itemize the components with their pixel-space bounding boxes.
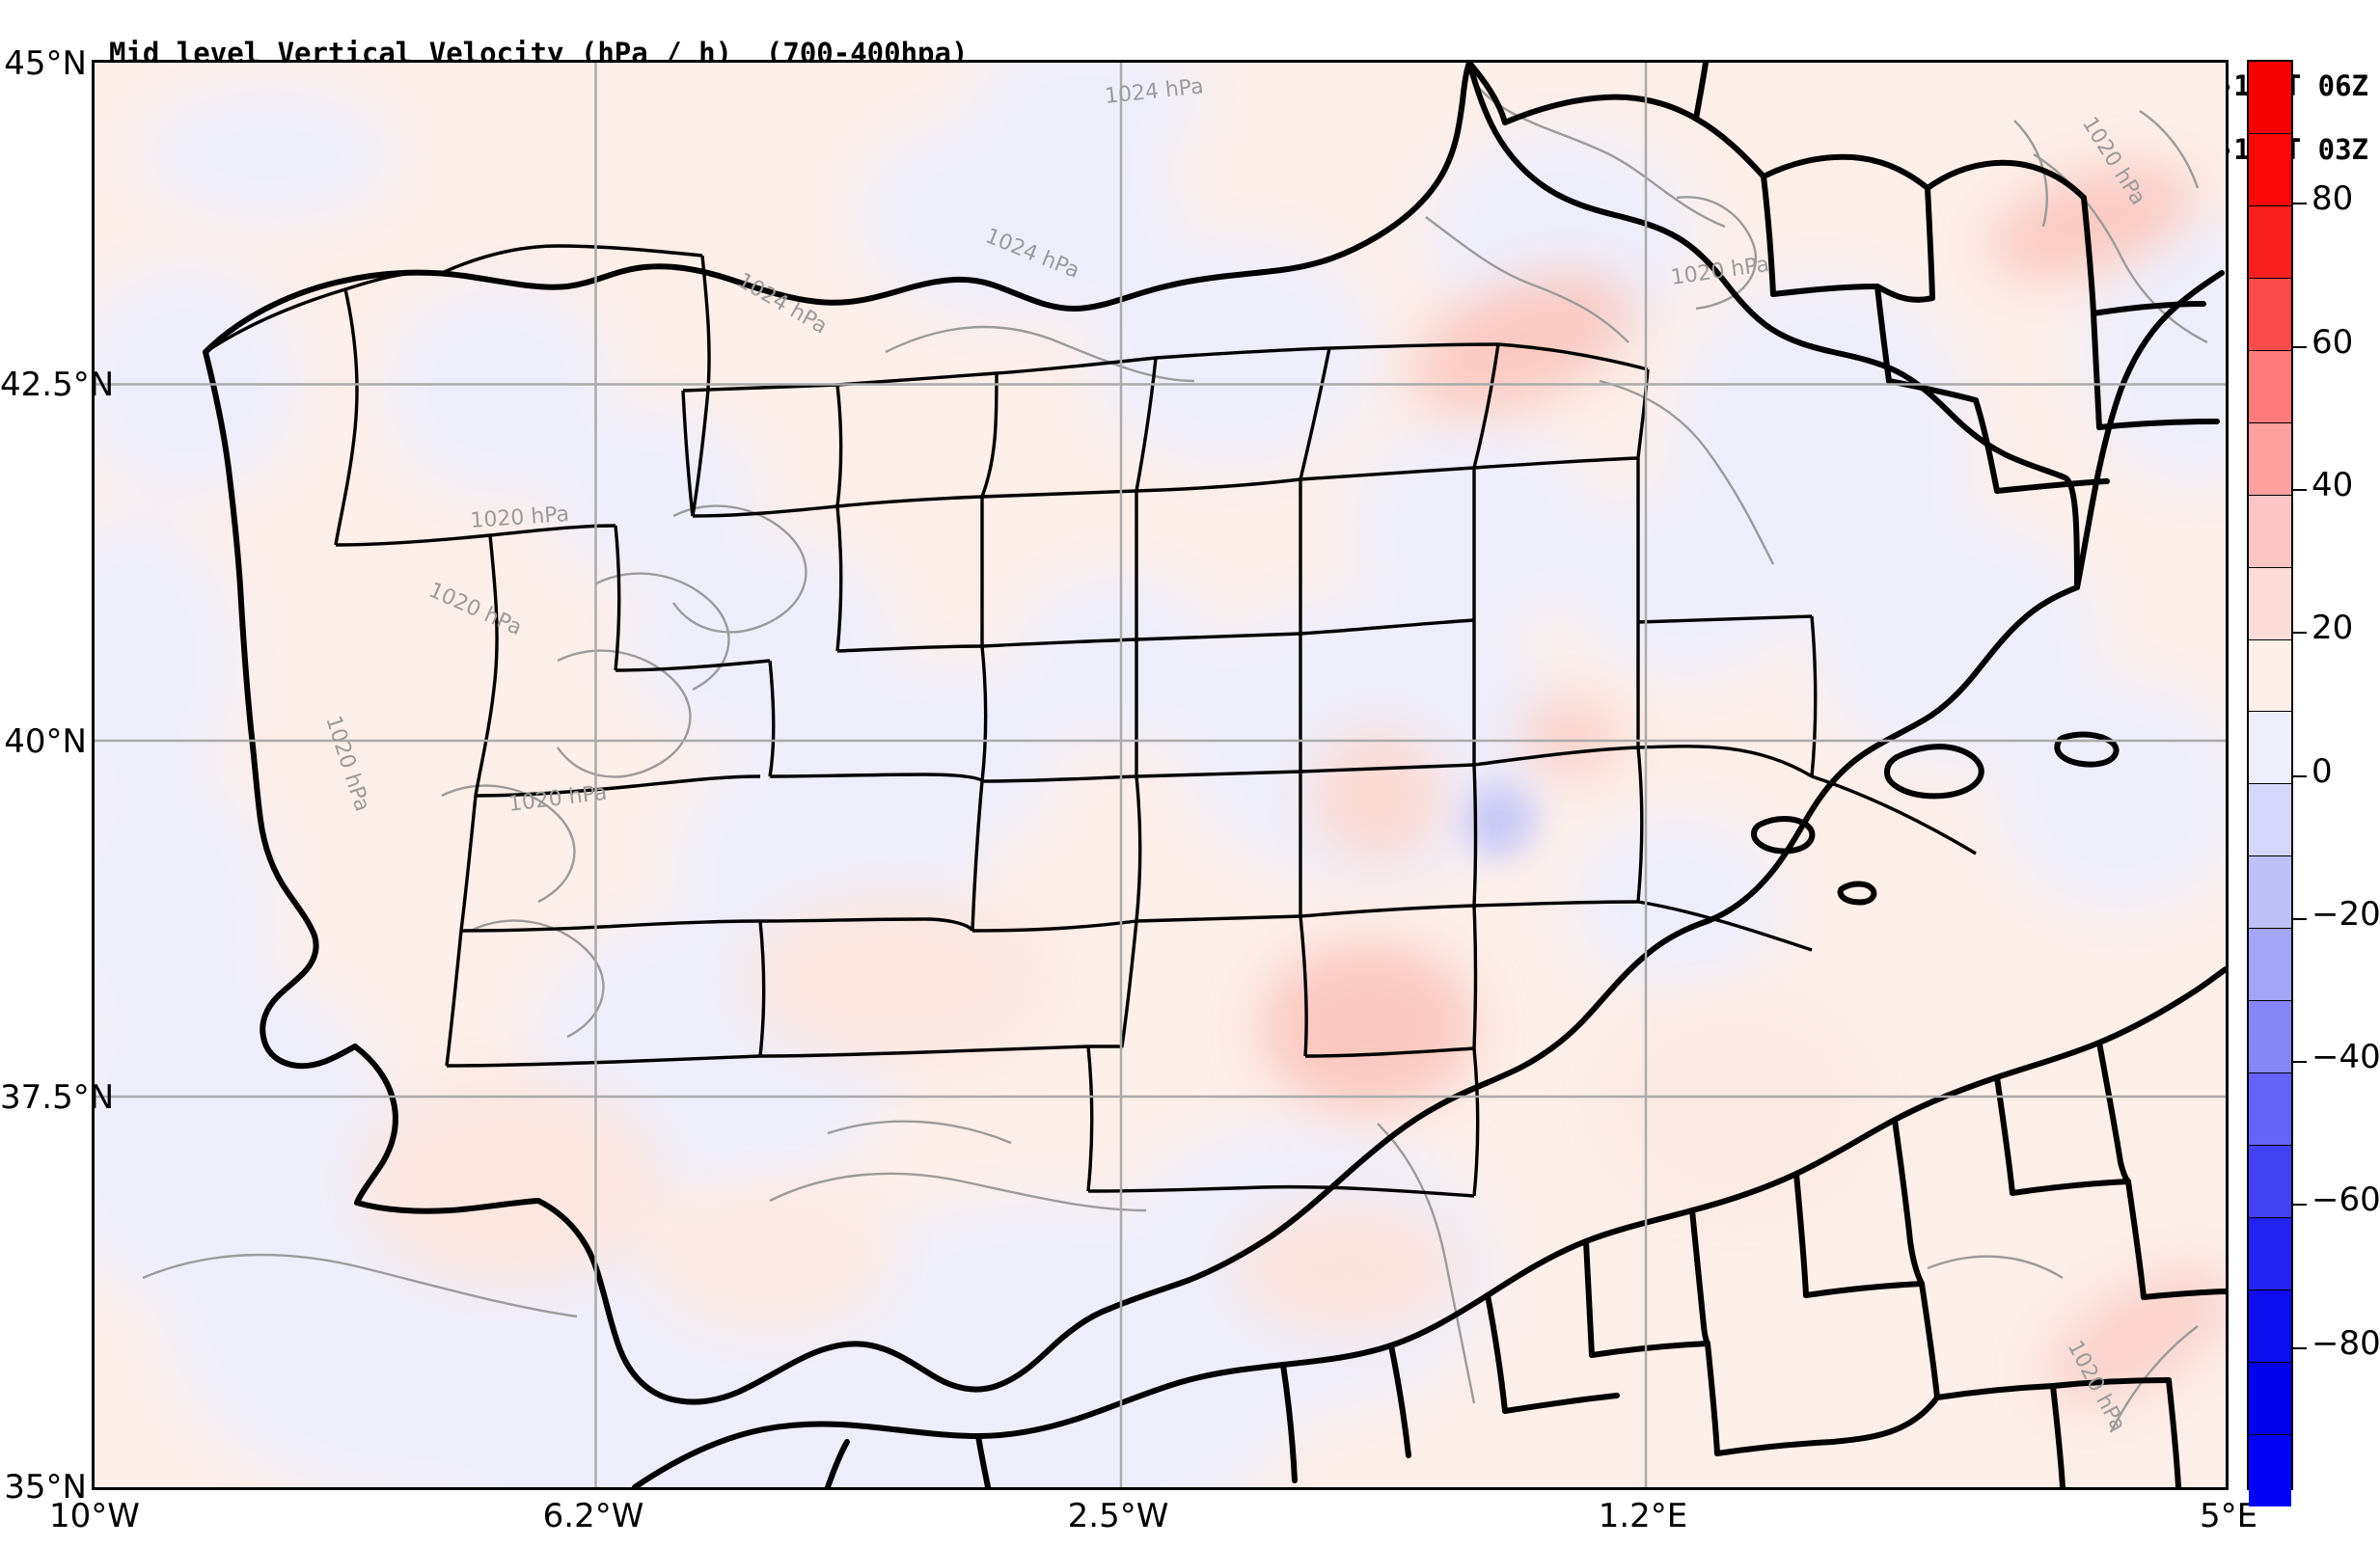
colorbar-segment — [2249, 277, 2291, 350]
colorbar-segment — [2249, 1433, 2291, 1506]
colorbar-tick — [2293, 488, 2307, 491]
colorbar-tick-label: −40 — [2312, 1038, 2380, 1077]
y-tick-label-45n: 45°N — [4, 44, 87, 83]
colorbar-segment — [2249, 132, 2291, 205]
y-tick-label-40n: 40°N — [4, 722, 87, 761]
colorbar-segment — [2249, 204, 2291, 278]
colorbar-tick-label: −80 — [2312, 1323, 2380, 1363]
map-gridlines — [95, 63, 2226, 1487]
colorbar-segment — [2249, 1145, 2291, 1217]
x-tick-label-2-5w: 2.5°W — [1067, 1497, 1169, 1535]
colorbar-tick — [2293, 774, 2307, 777]
colorbar-segment — [2249, 855, 2291, 929]
map-plot-area[interactable]: 1024 hPa 1024 hPa 1024 hPa 1020 hPa 1020… — [92, 60, 2229, 1490]
colorbar-tick — [2293, 917, 2307, 920]
colorbar-segment — [2249, 638, 2291, 712]
x-tick-label-10w: 10°W — [49, 1497, 140, 1535]
colorbar[interactable] — [2247, 60, 2293, 1506]
colorbar-tick-label: −20 — [2312, 894, 2380, 934]
colorbar-segment — [2249, 1072, 2291, 1146]
colorbar-segment — [2249, 928, 2291, 1001]
colorbar-tick-label: −60 — [2312, 1181, 2380, 1220]
header: Mid level Vertical Velocity (hPa / h) (7… — [0, 0, 2380, 166]
colorbar-tick — [2293, 1061, 2307, 1064]
colorbar-tick — [2293, 1346, 2307, 1349]
colorbar-segment — [2249, 1361, 2291, 1434]
coastline-and-country-borders — [203, 63, 2226, 1487]
colorbar-tick-label: 40 — [2312, 465, 2354, 504]
colorbar-tick-label: 60 — [2312, 322, 2354, 362]
y-tick-label-37-5n: 37.5°N — [0, 1078, 115, 1117]
x-tick-label-1-2e: 1.2°E — [1598, 1497, 1688, 1535]
x-tick-label-5e: 5°E — [2199, 1497, 2258, 1535]
vertical-velocity-negative-core — [1462, 783, 1535, 856]
colorbar-segment — [2249, 421, 2291, 495]
vertical-velocity-positive-shading — [355, 167, 2226, 1403]
colorbar-tick — [2293, 632, 2307, 635]
colorbar-segment — [2249, 711, 2291, 784]
y-tick-label-35n: 35°N — [4, 1468, 87, 1506]
colorbar-tick-label: 80 — [2312, 179, 2354, 219]
colorbar-tick-label: 0 — [2312, 751, 2333, 791]
colorbar-segment — [2249, 349, 2291, 422]
y-tick-label-42-5n: 42.5°N — [0, 366, 115, 404]
colorbar-tick — [2293, 1204, 2307, 1207]
colorbar-segment — [2249, 1289, 2291, 1362]
map-canvas: 1024 hPa 1024 hPa 1024 hPa 1020 hPa 1020… — [95, 63, 2226, 1487]
colorbar-tick — [2293, 203, 2307, 205]
x-tick-label-6-2w: 6.2°W — [542, 1497, 644, 1535]
colorbar-segment — [2249, 783, 2291, 856]
colorbar-segment — [2249, 62, 2291, 133]
colorbar-segment — [2249, 494, 2291, 567]
colorbar-segment — [2249, 566, 2291, 639]
isobar-contours — [142, 81, 2208, 1433]
colorbar-segment — [2249, 1000, 2291, 1073]
colorbar-tick-label: 20 — [2312, 609, 2354, 648]
colorbar-segment — [2249, 1217, 2291, 1289]
colorbar-tick — [2293, 345, 2307, 348]
